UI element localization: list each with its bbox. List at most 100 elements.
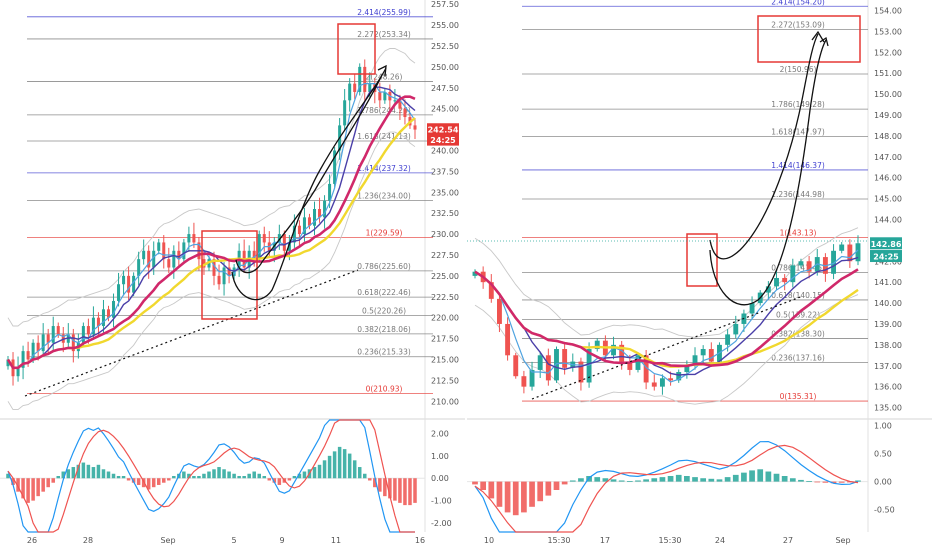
left-macd-histogram-bar bbox=[207, 471, 211, 479]
right-fib-label: 2(150.96) bbox=[780, 65, 817, 74]
left-fib-label: 0.5(220.26) bbox=[362, 307, 406, 316]
left-candle-body bbox=[277, 234, 281, 243]
left-price-tag-text: 24:25 bbox=[430, 136, 456, 145]
right-macd-histogram-bar bbox=[749, 470, 755, 482]
left-trendline bbox=[24, 269, 359, 397]
right-macd-histogram-bar bbox=[626, 481, 633, 482]
left-candle-body bbox=[378, 91, 382, 101]
right-candle-body bbox=[537, 355, 543, 370]
left-y-tick-label: 235.00 bbox=[431, 188, 459, 197]
left-candle-body bbox=[212, 259, 216, 276]
right-candle-body bbox=[847, 244, 853, 262]
left-macd-histogram-bar bbox=[151, 478, 156, 488]
right-macd-histogram-bar bbox=[594, 477, 601, 482]
left-fib-label: 1.236(234.00) bbox=[357, 192, 411, 201]
right-candle-body bbox=[554, 349, 559, 381]
right-candle-body bbox=[798, 261, 804, 266]
left-candle-body bbox=[318, 209, 322, 218]
left-fib-label: 0.236(215.33) bbox=[357, 348, 411, 357]
left-candle-body bbox=[187, 234, 191, 243]
right-candle-body bbox=[733, 323, 739, 335]
right-candle-body bbox=[855, 243, 861, 262]
right-macd-tick-label: -0.50 bbox=[874, 506, 895, 515]
right-y-tick-label: 141.00 bbox=[874, 278, 902, 287]
left-candle-body bbox=[393, 100, 397, 102]
left-candle-body bbox=[383, 91, 387, 101]
left-fib-label: 0(210.93) bbox=[366, 385, 403, 394]
left-y-tick-label: 222.50 bbox=[431, 293, 459, 302]
left-x-tick-label: 16 bbox=[415, 536, 425, 545]
left-macd-histogram-bar bbox=[212, 469, 216, 479]
left-candle-body bbox=[343, 100, 347, 126]
right-x-tick-label: 15:30 bbox=[658, 536, 681, 545]
left-candle-body bbox=[363, 66, 367, 92]
left-candle-body bbox=[348, 83, 352, 101]
left-macd-histogram-bar bbox=[162, 478, 166, 483]
left-macd-histogram-bar bbox=[373, 478, 377, 488]
left-macd-histogram-bar bbox=[106, 471, 111, 479]
left-candle-body bbox=[297, 225, 301, 235]
right-macd-histogram-bar bbox=[855, 480, 861, 482]
left-candle-body bbox=[333, 150, 337, 184]
left-macd-histogram-bar bbox=[41, 478, 45, 492]
left-macd-histogram-bar bbox=[368, 478, 372, 481]
left-candle-body bbox=[182, 242, 186, 260]
right-y-tick-label: 151.00 bbox=[874, 69, 902, 78]
right-candle-body bbox=[839, 244, 845, 251]
left-ma-magenta bbox=[6, 95, 416, 370]
left-macd-histogram-bar bbox=[232, 473, 236, 479]
right-candle-body bbox=[643, 355, 649, 383]
right-y-tick-label: 147.00 bbox=[874, 153, 902, 162]
left-bollinger-lower bbox=[7, 131, 416, 411]
left-macd-histogram-bar bbox=[362, 473, 367, 479]
left-macd-histogram-bar bbox=[297, 473, 302, 479]
left-x-tick-label: 11 bbox=[331, 536, 341, 545]
left-candle-body bbox=[172, 250, 176, 268]
left-macd-histogram-bar bbox=[277, 478, 282, 485]
left-macd-signal-line bbox=[7, 419, 415, 533]
left-macd-histogram-bar bbox=[121, 476, 126, 479]
right-macd-histogram-bar bbox=[830, 481, 837, 484]
left-macd-histogram-bar bbox=[197, 476, 201, 479]
right-x-tick-label: 27 bbox=[783, 536, 793, 545]
left-y-tick-label: 212.50 bbox=[431, 376, 459, 385]
right-x-tick-label: 10 bbox=[484, 536, 494, 545]
left-fib-label: 2(248.26) bbox=[366, 72, 403, 81]
left-macd-histogram-bar bbox=[172, 476, 176, 479]
left-y-tick-label: 252.50 bbox=[431, 42, 459, 51]
left-candle-body bbox=[91, 317, 95, 335]
left-macd-histogram-bar bbox=[36, 478, 40, 497]
left-macd-histogram-bar bbox=[267, 478, 272, 481]
left-y-tick-label: 227.50 bbox=[431, 251, 459, 260]
left-macd-histogram-bar bbox=[287, 478, 292, 481]
right-macd-histogram-bar bbox=[789, 478, 796, 482]
right-candle-body bbox=[700, 349, 706, 356]
right-candle-body bbox=[619, 344, 625, 362]
right-candle-body bbox=[684, 365, 690, 373]
right-macd-histogram-bar bbox=[659, 477, 666, 482]
left-macd-histogram-bar bbox=[247, 473, 251, 479]
right-fib-label: 0.618(140.15) bbox=[771, 291, 825, 300]
left-candle-body bbox=[21, 351, 25, 368]
left-fib-label: 1(229.59) bbox=[366, 229, 403, 238]
left-macd-histogram-bar bbox=[187, 473, 191, 479]
left-macd-histogram-bar bbox=[11, 478, 15, 485]
left-fib-label: 2.414(255.99) bbox=[357, 8, 411, 17]
left-y-tick-label: 217.50 bbox=[431, 335, 459, 344]
left-candle-body bbox=[31, 342, 35, 360]
left-macd-histogram-bar bbox=[403, 478, 407, 506]
right-macd-histogram-bar bbox=[569, 480, 576, 482]
left-candle-body bbox=[292, 225, 296, 243]
left-y-tick-label: 257.50 bbox=[431, 0, 459, 9]
right-y-tick-label: 145.00 bbox=[874, 195, 902, 204]
left-y-tick-label: 220.00 bbox=[431, 314, 459, 323]
left-macd-tick-label: -1.00 bbox=[431, 497, 452, 506]
right-candle-body bbox=[725, 334, 731, 345]
right-macd-histogram-bar bbox=[578, 478, 584, 482]
left-y-tick-label: 250.00 bbox=[431, 63, 459, 72]
right-macd-histogram-bar bbox=[757, 469, 764, 482]
left-x-tick-label: Sep bbox=[160, 536, 175, 545]
right-macd-histogram-bar bbox=[512, 481, 519, 516]
left-macd-histogram-bar bbox=[56, 476, 61, 479]
left-y-tick-label: 210.00 bbox=[431, 397, 459, 406]
